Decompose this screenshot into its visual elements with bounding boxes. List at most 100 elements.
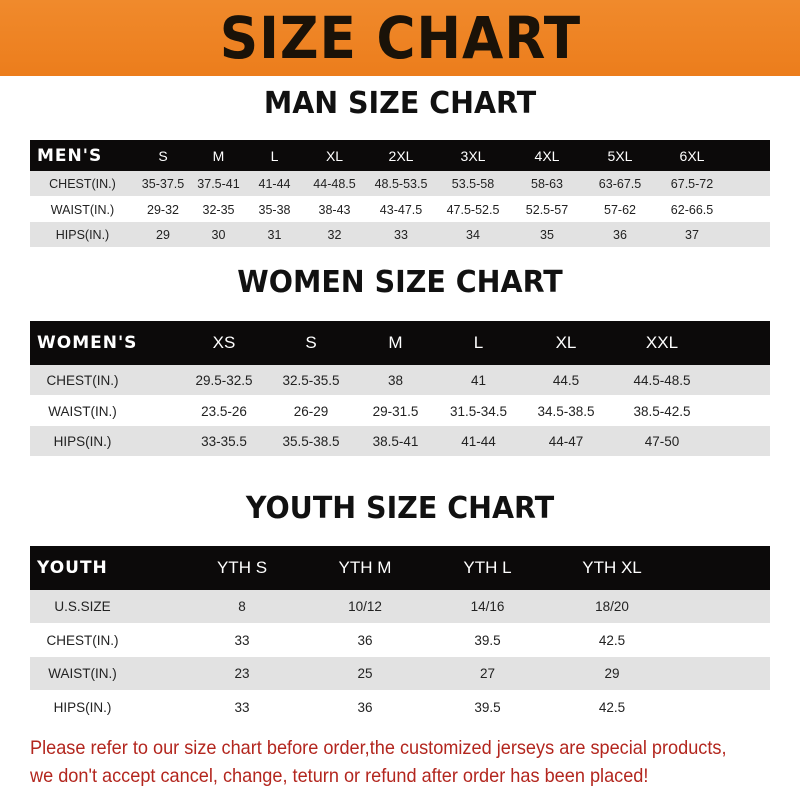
youth-header-label: YOUTH [37,558,108,578]
table-cell: 8 [238,599,246,614]
table-row: CHEST(IN.) 33 36 39.5 42.5 [30,624,770,657]
row-label: CHEST(IN.) [46,633,119,648]
table-cell: 37.5-41 [197,176,240,191]
table-cell: 35-37.5 [141,176,185,191]
table-cell: 32 [327,227,342,242]
row-label: CHEST(IN.) [49,176,116,191]
table-cell: 42.5 [598,700,626,715]
table-cell: 32-35 [202,202,235,217]
youth-header-row: YOUTH YTH S YTH M YTH L YTH XL [30,546,770,590]
table-row: WAIST(IN.) 23.5-26 26-29 29-31.5 31.5-34.5 34… [30,396,770,426]
table-cell: 67.5-72 [670,176,714,191]
table-cell: 48.5-53.5 [374,176,428,191]
table-cell: 23 [234,666,250,681]
banner-title: SIZE CHART [219,4,581,72]
table-cell: 35 [540,227,554,242]
table-cell: 57-62 [604,202,636,217]
size-column-header: YTH XL [582,558,642,577]
table-cell: 38-43 [318,202,351,217]
row-label: HIPS(IN.) [53,700,112,715]
youth-size-table: YOUTH YTH S YTH M YTH L YTH XL U.S.SIZE 8 10/12… [30,546,770,724]
table-cell: 44-48.5 [313,176,356,191]
table-cell: 32.5-35.5 [282,372,340,388]
table-cell: 34 [466,227,480,242]
size-column-header: M [388,333,403,352]
table-cell: 44-47 [548,433,584,449]
men-title: MAN SIZE CHART [263,86,537,121]
size-column-header: S [158,147,168,164]
table-cell: 62-66.5 [670,202,714,217]
table-cell: 31.5-34.5 [449,403,508,419]
size-column-header: XL [325,147,344,164]
women-header-row: WOMEN'S XS S M L XL XXL [30,321,770,365]
size-column-header: L [473,333,484,352]
table-cell: 26-29 [293,403,329,419]
size-column-header: 4XL [534,147,560,164]
size-column-header: 3XL [460,147,486,164]
size-column-header: 5XL [607,147,633,164]
table-cell: 29 [156,227,170,242]
size-column-header: XXL [645,333,679,352]
size-column-header: XL [555,333,577,352]
table-cell: 14/16 [470,599,505,614]
row-label: HIPS(IN.) [55,227,110,242]
table-cell: 35-38 [258,202,291,217]
table-cell: 35.5-38.5 [282,433,340,449]
men-size-table: MEN'S S M L XL 2XL 3XL 4XL 5XL 6XL CHEST(IN.) 35-37… [30,140,770,248]
size-column-header: 6XL [679,147,705,164]
table-row: CHEST(IN.) 35-37.5 37.5-41 41-44 44-48.5 48.5… [30,171,770,197]
table-cell: 31 [267,227,282,242]
table-cell: 33 [234,633,250,648]
table-cell: 36 [357,700,373,715]
notice-line-1: Please refer to our size chart before or… [30,737,727,759]
women-header-label: WOMEN'S [37,333,138,353]
size-column-header: XS [212,333,236,352]
table-cell: 29.5-32.5 [195,372,253,388]
table-row: HIPS(IN.) 33-35.5 35.5-38.5 38.5-41 41-44 44-… [30,426,770,457]
size-column-header: L [270,147,279,164]
men-header-row: MEN'S S M L XL 2XL 3XL 4XL 5XL 6XL [30,140,770,171]
table-row: U.S.SIZE 8 10/12 14/16 18/20 [30,590,770,624]
size-column-header: M [212,147,225,164]
table-cell: 25 [357,666,373,681]
table-cell: 23.5-26 [201,403,247,419]
youth-title: YOUTH SIZE CHART [245,491,555,526]
table-cell: 52.5-57 [525,202,569,217]
table-cell: 30 [211,227,226,242]
table-cell: 58-63 [531,176,563,191]
row-label: WAIST(IN.) [50,202,115,217]
table-cell: 29 [604,666,620,681]
table-row: HIPS(IN.) 29 30 31 32 33 34 35 36 37 [30,222,770,248]
women-title: WOMEN SIZE CHART [237,265,563,300]
women-size-table: WOMEN'S XS S M L XL XXL CHEST(IN.) 29.5-32.5 32.5… [30,321,770,457]
size-column-header: YTH S [216,558,268,577]
table-row: WAIST(IN.) 23 25 27 29 [30,657,770,691]
row-label: CHEST(IN.) [46,372,119,388]
table-cell: 27 [479,666,496,681]
table-cell: 38 [387,372,404,388]
row-label: HIPS(IN.) [53,433,112,449]
table-cell: 34.5-38.5 [537,403,595,419]
table-cell: 44.5 [552,372,580,388]
row-label: WAIST(IN.) [48,666,117,681]
table-cell: 38.5-41 [372,433,419,449]
table-cell: 33 [394,227,408,242]
table-cell: 33 [234,700,250,715]
size-column-header: S [305,333,317,352]
table-cell: 39.5 [474,633,501,648]
table-cell: 18/20 [595,599,629,614]
table-cell: 33-35.5 [201,433,247,449]
table-cell: 36 [357,633,373,648]
notice-line-2: we don't accept cancel, change, teturn o… [30,765,649,787]
table-cell: 36 [613,227,627,242]
table-cell: 37 [685,227,699,242]
table-cell: 47.5-52.5 [446,202,500,217]
table-row: WAIST(IN.) 29-32 32-35 35-38 38-43 43-47.5 47.… [30,197,770,222]
table-cell: 41-44 [461,433,496,449]
table-cell: 41-44 [258,176,291,191]
table-cell: 47-50 [644,433,680,449]
table-cell: 42.5 [598,633,626,648]
order-notice: Please refer to our size chart before or… [30,734,737,790]
size-column-header: 2XL [388,147,414,164]
table-row: HIPS(IN.) 33 36 39.5 42.5 [30,691,770,724]
